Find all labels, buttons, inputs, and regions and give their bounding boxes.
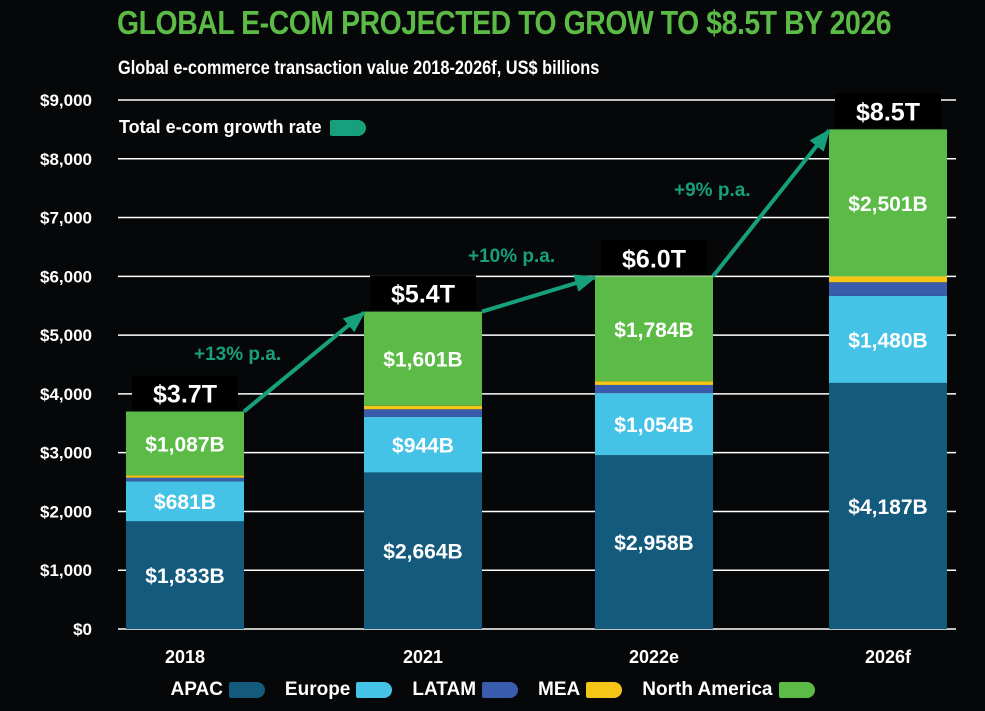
growth-rate-swatch bbox=[329, 119, 366, 136]
segment-label: $1,054B bbox=[614, 414, 693, 437]
x-tick-label: 2026f bbox=[865, 647, 912, 667]
segment-label: $2,664B bbox=[383, 541, 462, 564]
gridlines bbox=[118, 99, 956, 630]
bar-segment-mea bbox=[364, 405, 482, 410]
y-tick-label: $6,000 bbox=[40, 267, 92, 286]
legend-label: MEA bbox=[538, 679, 581, 700]
segment-label: $2,958B bbox=[614, 532, 693, 555]
growth-arrow bbox=[242, 311, 366, 414]
legend-item-europe: Europe bbox=[284, 679, 393, 701]
legend: APAC Europe LATAM MEA North America bbox=[0, 679, 985, 701]
growth-rate-legend: Total e-com growth rate bbox=[119, 117, 366, 138]
bar-stack-2018: $1,833B $681B $1,087B $3.7T bbox=[126, 375, 244, 629]
bar-stack-2021: $2,664B $944B $1,601B $5.4T bbox=[364, 275, 482, 629]
bar-segment-latam bbox=[829, 282, 947, 296]
bar-segment-latam bbox=[126, 477, 244, 482]
bar-segment-north-america bbox=[829, 129, 947, 277]
bar-segment-apac bbox=[364, 472, 482, 629]
bar-segment-mea bbox=[595, 381, 713, 385]
total-label-box bbox=[601, 240, 707, 275]
growth-rate-label: +10% p.a. bbox=[468, 246, 555, 267]
total-label-box bbox=[132, 375, 238, 410]
y-tick-label: $4,000 bbox=[40, 385, 92, 404]
bar-segment-north-america bbox=[595, 276, 713, 382]
segment-label: $944B bbox=[392, 435, 454, 458]
legend-item-apac: APAC bbox=[170, 679, 265, 701]
x-tick-label: 2021 bbox=[403, 647, 443, 667]
segment-label: $681B bbox=[154, 491, 216, 514]
bar-segment-apac bbox=[829, 382, 947, 629]
y-tick-label: $3,000 bbox=[40, 444, 92, 463]
growth-rate-label: +9% p.a. bbox=[674, 180, 751, 201]
legend-swatch bbox=[482, 682, 519, 698]
y-tick-label: $8,000 bbox=[40, 150, 92, 169]
segment-label: $1,833B bbox=[145, 565, 224, 588]
legend-swatch bbox=[228, 682, 265, 698]
total-label: $3.7T bbox=[153, 381, 217, 409]
bar-segment-europe bbox=[829, 295, 947, 383]
legend-label: LATAM bbox=[412, 679, 477, 700]
x-tick-label: 2018 bbox=[165, 647, 205, 667]
x-tick-label: 2022e bbox=[629, 647, 679, 667]
segment-label: $4,187B bbox=[848, 496, 927, 519]
y-tick-label: $7,000 bbox=[40, 209, 92, 228]
total-label-box bbox=[370, 275, 476, 310]
total-label-box bbox=[835, 93, 941, 128]
y-axis-ticks: $0 $1,000 $2,000 $3,000 $4,000 $5,000 $6,000 $7… bbox=[40, 91, 92, 639]
bar-segment-europe bbox=[364, 416, 482, 473]
legend-item-latam: LATAM bbox=[412, 679, 519, 701]
legend-label: North America bbox=[642, 679, 773, 700]
segment-label: $1,087B bbox=[145, 433, 224, 456]
bar-stack-2022e: $2,958B $1,054B $1,784B $6.0T bbox=[595, 240, 713, 629]
chart-subtitle: Global e-commerce transaction value 2018… bbox=[118, 58, 600, 79]
legend-label: APAC bbox=[170, 679, 223, 700]
legend-label: Europe bbox=[284, 679, 351, 700]
growth-rate-label: +13% p.a. bbox=[194, 344, 281, 365]
total-label: $5.4T bbox=[391, 281, 455, 309]
bar-segment-latam bbox=[595, 384, 713, 394]
y-tick-label: $0 bbox=[73, 620, 92, 639]
chart-title: GLOBAL E-COM PROJECTED TO GROW TO $8.5T … bbox=[117, 4, 892, 41]
bar-segment-north-america bbox=[126, 411, 244, 476]
legend-swatch bbox=[778, 682, 815, 698]
total-label: $6.0T bbox=[622, 245, 686, 273]
total-label: $8.5T bbox=[856, 98, 920, 126]
legend-swatch bbox=[356, 682, 393, 698]
legend-item-north-america: North America bbox=[642, 679, 815, 701]
growth-rate-legend-label: Total e-com growth rate bbox=[119, 117, 322, 137]
bar-segment-mea bbox=[829, 276, 947, 283]
bar-segment-apac bbox=[595, 455, 713, 629]
legend-item-mea: MEA bbox=[538, 679, 623, 701]
x-axis-ticks: 2018 2021 2022e 2026f bbox=[165, 647, 912, 667]
segment-label: $2,501B bbox=[848, 193, 927, 216]
bar-segment-mea bbox=[126, 475, 244, 478]
growth-arrow bbox=[481, 274, 597, 314]
bar-segment-europe bbox=[595, 393, 713, 456]
y-tick-label: $9,000 bbox=[40, 91, 92, 110]
growth-arrows: +13% p.a. +10% p.a. +9% p.a. bbox=[194, 128, 831, 414]
y-tick-label: $5,000 bbox=[40, 326, 92, 345]
legend-swatch bbox=[586, 682, 623, 698]
bar-segment-latam bbox=[364, 409, 482, 417]
segment-label: $1,480B bbox=[848, 329, 927, 352]
segment-label: $1,601B bbox=[383, 349, 462, 372]
bar-segment-north-america bbox=[364, 311, 482, 406]
bar-segment-europe bbox=[126, 481, 244, 522]
y-tick-label: $1,000 bbox=[40, 561, 92, 580]
growth-arrow bbox=[711, 128, 831, 278]
bars: $1,833B $681B $1,087B $3.7T $2,664B $944B $1,6… bbox=[126, 93, 947, 629]
bar-segment-apac bbox=[126, 521, 244, 629]
bar-stack-2026f: $4,187B $1,480B $2,501B $8.5T bbox=[829, 93, 947, 629]
segment-label: $1,784B bbox=[614, 319, 693, 342]
y-tick-label: $2,000 bbox=[40, 502, 92, 521]
